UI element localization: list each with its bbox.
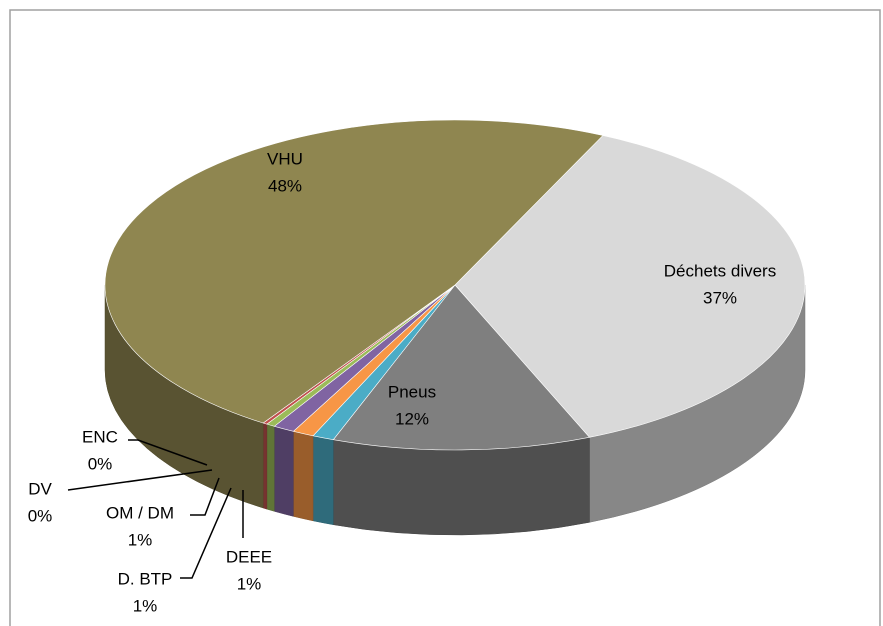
- pie-side: [266, 423, 275, 512]
- leader-line: [128, 439, 208, 466]
- pie-side: [333, 437, 590, 536]
- value-label: 0%: [88, 454, 113, 473]
- category-label: D. BTP: [118, 569, 173, 588]
- pie-slice: [332, 284, 591, 451]
- value-label: 12%: [395, 409, 429, 428]
- leader-line: [67, 469, 213, 491]
- leader-lines: [67, 439, 244, 579]
- pie-side: [274, 425, 294, 517]
- value-label: 1%: [133, 596, 158, 615]
- category-label: OM / DM: [106, 503, 174, 522]
- value-label: 1%: [128, 530, 153, 549]
- chart-frame: [9, 9, 881, 626]
- value-label: 48%: [268, 176, 302, 195]
- data-labels: Déchets divers 37% Pneus 12% DEEE 1% D. BTP 1% O…: [28, 149, 777, 615]
- value-label: 0%: [28, 506, 53, 525]
- pie-slice: [104, 119, 604, 424]
- category-label: VHU: [267, 149, 303, 168]
- category-label: ENC: [82, 427, 118, 446]
- value-label: 1%: [237, 574, 262, 593]
- pie-sides: [104, 284, 806, 536]
- leader-line: [180, 487, 232, 579]
- pie-side: [312, 435, 334, 526]
- pie-tops: [104, 119, 806, 451]
- pie-side: [262, 422, 268, 510]
- category-label: DEEE: [226, 547, 272, 566]
- pie-side: [293, 431, 314, 522]
- category-label: Déchets divers: [664, 261, 776, 280]
- category-label: Pneus: [388, 382, 436, 401]
- category-label: DV: [28, 479, 52, 498]
- value-label: 37%: [703, 288, 737, 307]
- pie-slice: [454, 135, 806, 438]
- leader-line: [190, 477, 220, 516]
